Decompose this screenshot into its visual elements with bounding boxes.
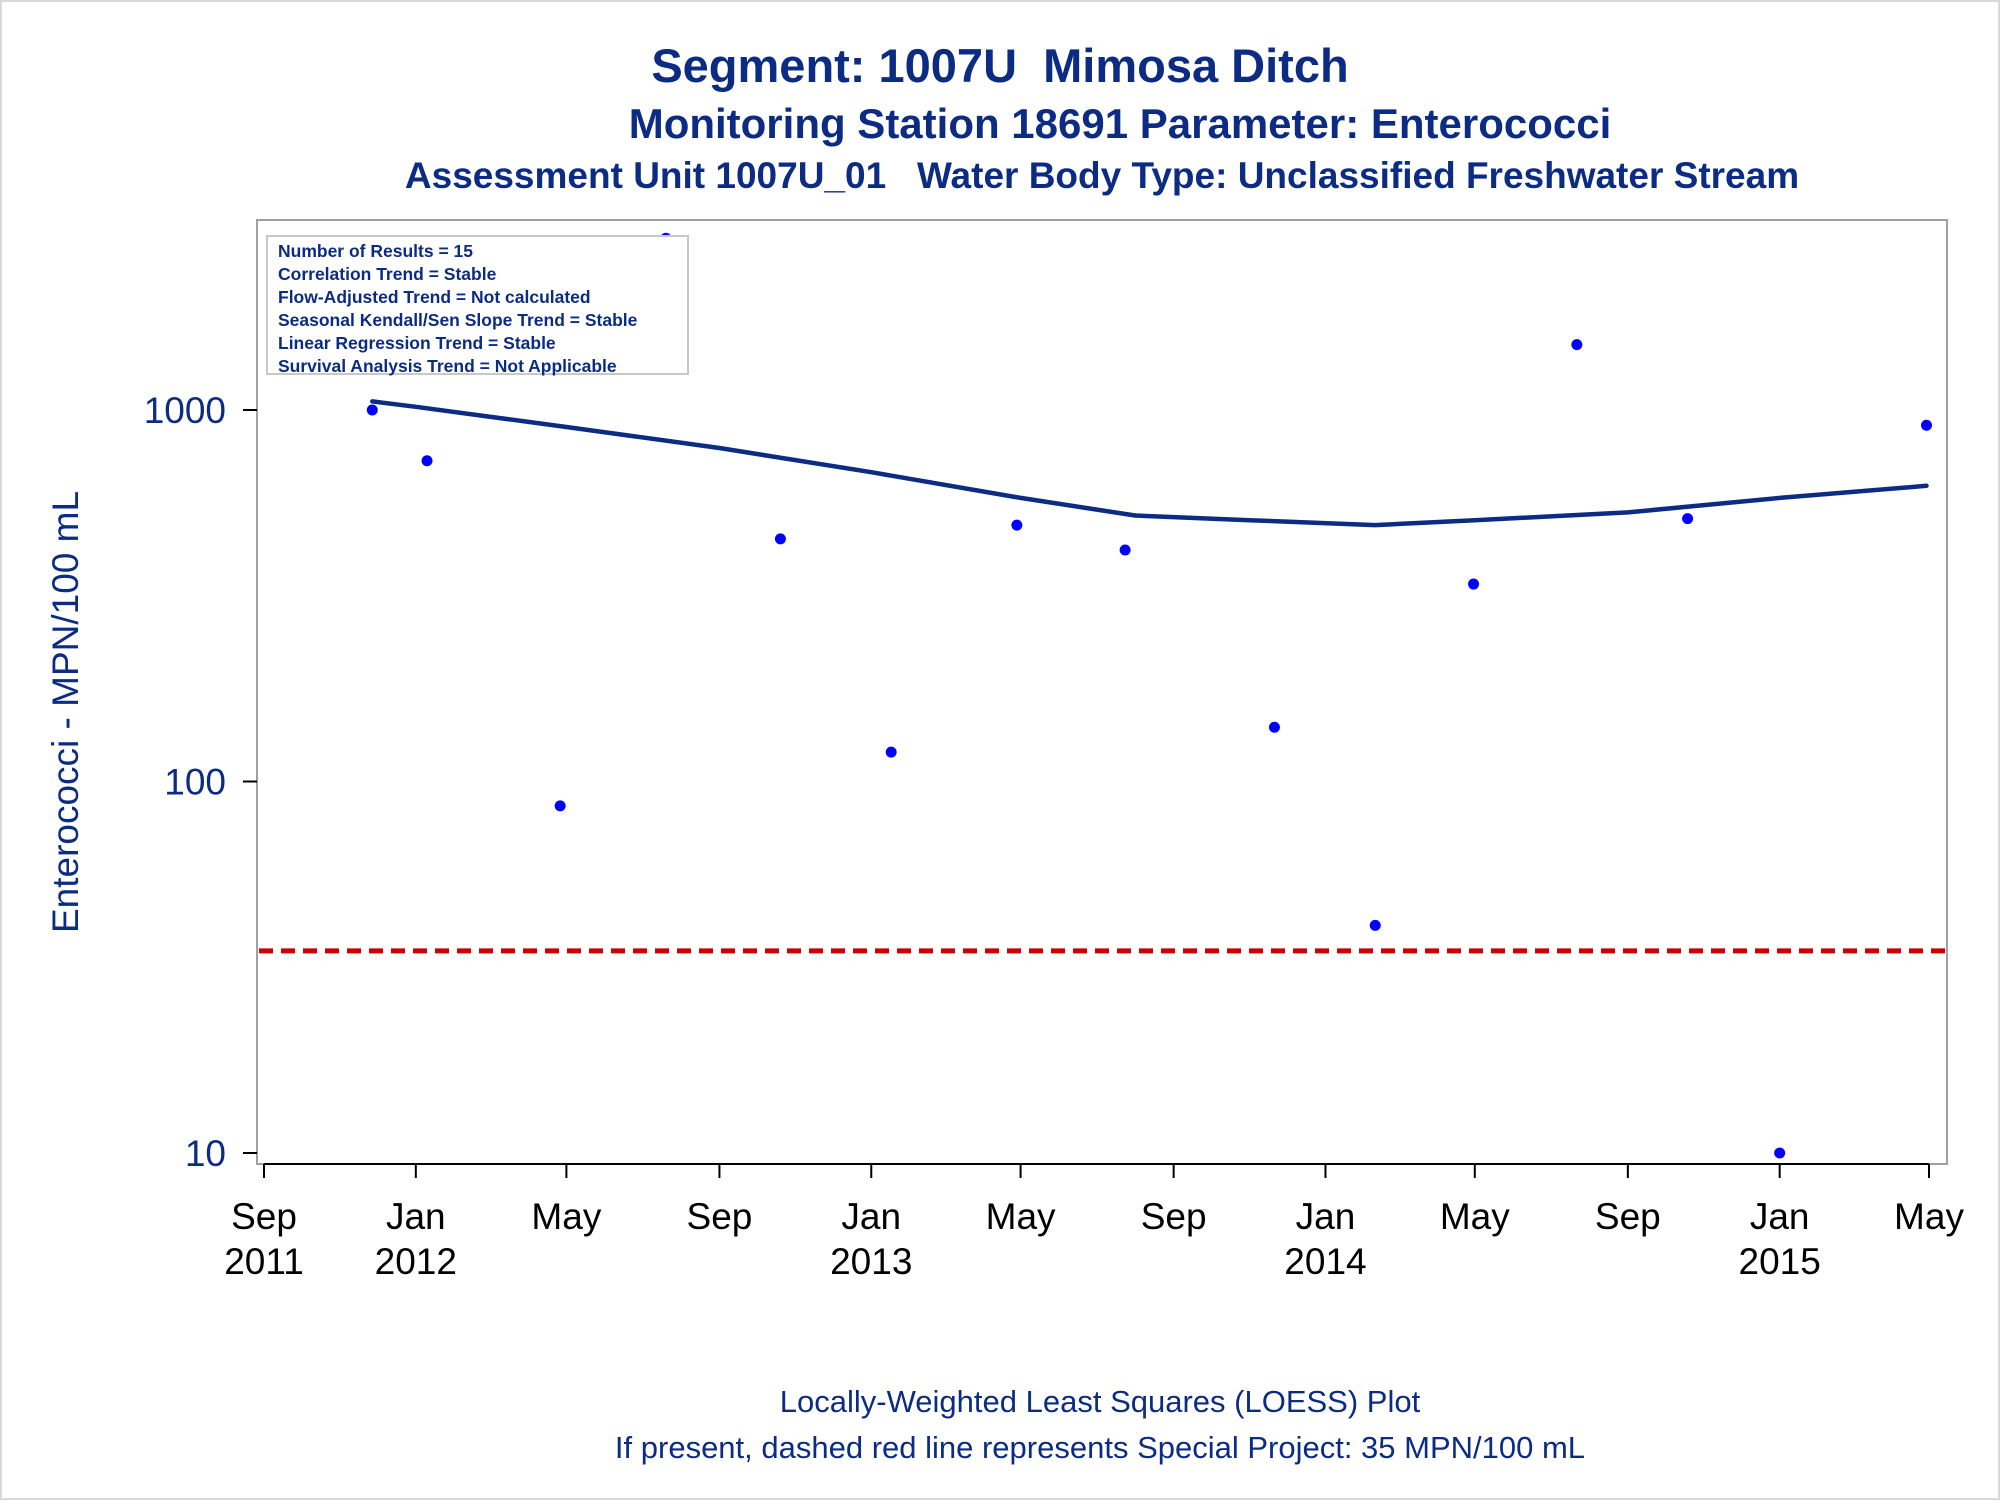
data-point: [366, 404, 378, 416]
x-tick-label-year: 2014: [1284, 1241, 1366, 1282]
data-point: [1119, 544, 1131, 556]
y-axis-label: Enterococci - MPN/100 mL: [45, 491, 86, 933]
data-point: [774, 533, 786, 545]
x-tick-label: Sep: [231, 1196, 297, 1237]
chart-subtitle: Monitoring Station 18691 Parameter: Ente…: [628, 100, 1612, 147]
chart-title: Segment: 1007U Mimosa Ditch: [651, 39, 1349, 92]
data-point: [1921, 419, 1933, 431]
stats-line: Seasonal Kendall/Sen Slope Trend = Stabl…: [278, 310, 638, 330]
data-point: [554, 800, 566, 812]
x-tick-label-year: 2013: [830, 1241, 912, 1282]
data-point: [1774, 1147, 1786, 1159]
data-point: [1011, 519, 1023, 531]
x-tick-label: Jan: [1296, 1196, 1356, 1237]
x-tick-label: May: [531, 1196, 601, 1237]
stats-line: Number of Results = 15: [278, 241, 473, 261]
footnote-1: Locally-Weighted Least Squares (LOESS) P…: [779, 1384, 1421, 1419]
stats-line: Correlation Trend = Stable: [278, 264, 497, 284]
x-tick-label: Jan: [841, 1196, 901, 1237]
stats-line: Linear Regression Trend = Stable: [278, 333, 556, 353]
x-tick-label-year: 2015: [1739, 1241, 1821, 1282]
data-point: [1468, 578, 1480, 590]
x-tick-label-year: 2011: [224, 1241, 304, 1282]
data-point: [421, 455, 433, 467]
x-tick-label-year: 2012: [375, 1241, 457, 1282]
x-tick-label: Sep: [1595, 1196, 1661, 1237]
footnote-2: If present, dashed red line represents S…: [614, 1430, 1586, 1465]
x-tick-label: Jan: [386, 1196, 446, 1237]
x-tick-label: May: [1894, 1196, 1964, 1237]
stats-box: Number of Results = 15 Correlation Trend…: [266, 235, 689, 376]
y-tick-label: 10: [185, 1133, 226, 1174]
x-tick-label: May: [986, 1196, 1056, 1237]
x-tick-label: May: [1440, 1196, 1510, 1237]
data-point: [885, 746, 897, 758]
stats-line: Survival Analysis Trend = Not Applicable: [278, 356, 617, 376]
data-point: [1571, 339, 1583, 351]
y-tick-label: 1000: [144, 390, 226, 431]
chart-subtitle-2: Assessment Unit 1007U_01 Water Body Type…: [404, 155, 1800, 196]
y-tick-label: 100: [164, 762, 226, 803]
chart-marks: [259, 232, 1945, 1159]
data-point: [1369, 919, 1381, 931]
x-tick-label: Sep: [1141, 1196, 1207, 1237]
loess-line: [370, 399, 1929, 528]
data-point: [1682, 513, 1694, 525]
x-tick-label: Sep: [687, 1196, 753, 1237]
x-tick-label: Jan: [1750, 1196, 1810, 1237]
stats-line: Flow-Adjusted Trend = Not calculated: [278, 287, 591, 307]
data-point: [1268, 721, 1280, 733]
